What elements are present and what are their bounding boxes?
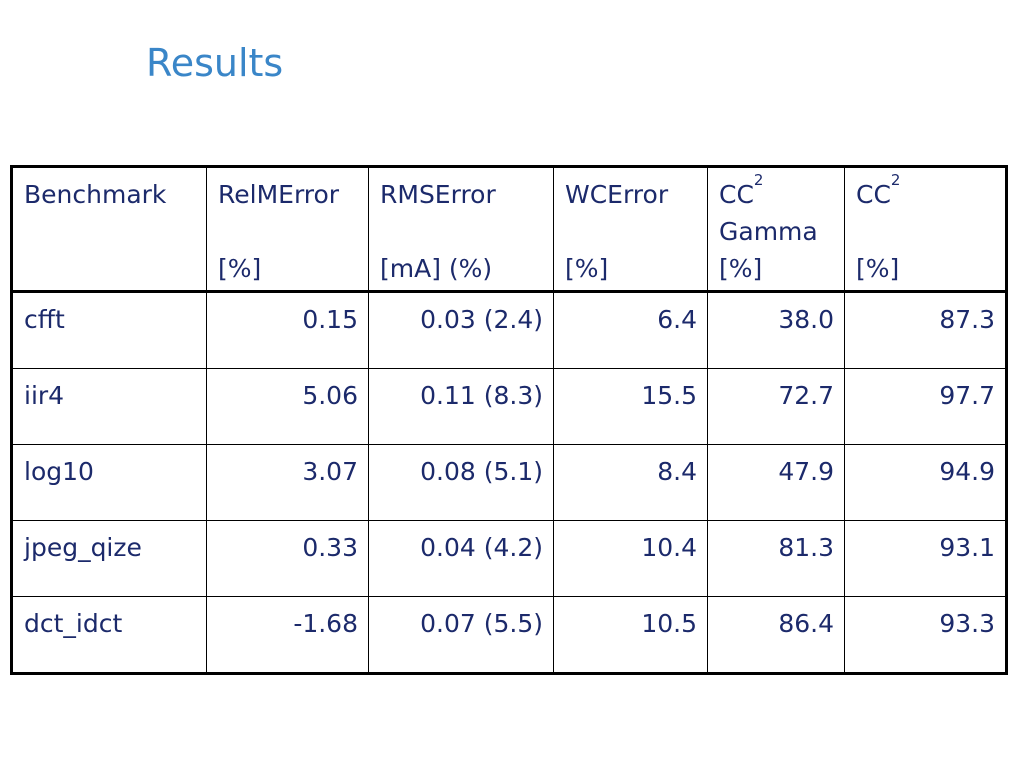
header-cc2: CC2 [%] [844,166,1007,292]
header-benchmark: Benchmark [11,166,207,292]
header-line-blank [856,213,995,250]
cell-cc2-gamma: 38.0 [707,291,845,369]
header-line: Gamma [719,217,818,246]
header-relmerror: RelMError [%] [206,166,369,292]
header-wcerror: WCError [%] [553,166,708,292]
cell-wcerror: 10.5 [553,596,708,674]
header-unit: [%] [218,254,262,283]
cell-benchmark: dct_idct [11,596,207,674]
cell-benchmark: iir4 [11,368,207,445]
cell-rmserror: 0.07 (5.5) [368,596,554,674]
cell-wcerror: 15.5 [553,368,708,445]
header-cc2-gamma: CC2 Gamma [%] [707,166,845,292]
header-line: CC2 [719,173,834,213]
cell-benchmark: jpeg_qize [11,520,207,597]
header-rmserror: RMSError [mA] (%) [368,166,554,292]
table-row: iir4 5.06 0.11 (8.3) 15.5 72.7 97.7 [11,368,1007,445]
results-table: Benchmark RelMError [%] RMSError [mA] (%… [10,165,1008,675]
header-unit: [%] [719,254,763,283]
cell-wcerror: 10.4 [553,520,708,597]
header-line: Benchmark [24,180,167,209]
cell-cc2-gamma: 72.7 [707,368,845,445]
cell-wcerror: 6.4 [553,291,708,369]
cell-cc2: 87.3 [844,291,1007,369]
cell-cc2: 93.1 [844,520,1007,597]
cell-relmerror: 3.07 [206,444,369,521]
cell-rmserror: 0.04 (4.2) [368,520,554,597]
header-line: RelMError [218,180,340,209]
header-unit: [%] [565,254,609,283]
header-superscript: 2 [753,171,764,189]
cell-cc2: 97.7 [844,368,1007,445]
cell-relmerror: 5.06 [206,368,369,445]
cell-cc2: 93.3 [844,596,1007,674]
header-cc-text: CC [856,180,891,209]
header-line-blank [218,213,358,250]
cell-rmserror: 0.08 (5.1) [368,444,554,521]
cell-benchmark: cfft [11,291,207,369]
table-body: cfft 0.15 0.03 (2.4) 6.4 38.0 87.3 iir4 … [11,291,1007,674]
cell-benchmark: log10 [11,444,207,521]
table-row: dct_idct -1.68 0.07 (5.5) 10.5 86.4 93.3 [11,596,1007,674]
table-row: cfft 0.15 0.03 (2.4) 6.4 38.0 87.3 [11,291,1007,369]
cell-relmerror: -1.68 [206,596,369,674]
cell-cc2: 94.9 [844,444,1007,521]
table-row: log10 3.07 0.08 (5.1) 8.4 47.9 94.9 [11,444,1007,521]
table-row: jpeg_qize 0.33 0.04 (4.2) 10.4 81.3 93.1 [11,520,1007,597]
header-line: WCError [565,180,669,209]
cell-relmerror: 0.33 [206,520,369,597]
cell-cc2-gamma: 81.3 [707,520,845,597]
cell-rmserror: 0.03 (2.4) [368,291,554,369]
header-unit: [mA] (%) [380,254,493,283]
cell-wcerror: 8.4 [553,444,708,521]
header-unit: [%] [856,254,900,283]
header-line-blank [380,213,543,250]
header-line: CC2 [856,173,995,213]
cell-rmserror: 0.11 (8.3) [368,368,554,445]
header-row: Benchmark RelMError [%] RMSError [mA] (%… [11,166,1007,292]
header-superscript: 2 [890,171,901,189]
slide-title: Results [146,41,284,85]
cell-cc2-gamma: 86.4 [707,596,845,674]
header-line-blank [565,213,697,250]
header-line: RMSError [380,180,496,209]
header-cc-text: CC [719,180,754,209]
cell-cc2-gamma: 47.9 [707,444,845,521]
cell-relmerror: 0.15 [206,291,369,369]
table-header: Benchmark RelMError [%] RMSError [mA] (%… [11,166,1007,292]
